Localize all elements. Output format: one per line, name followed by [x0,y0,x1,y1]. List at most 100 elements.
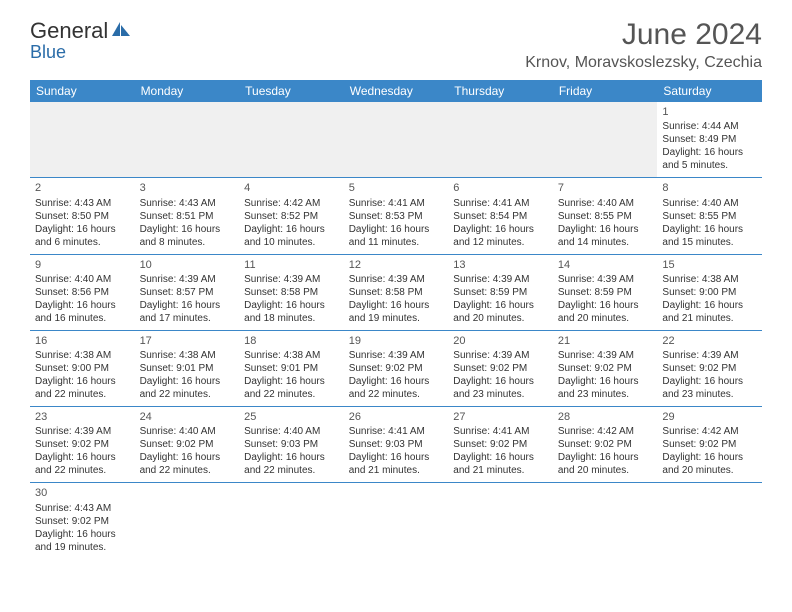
day-info-line: and 14 minutes. [558,236,653,249]
day-info-line: and 19 minutes. [35,541,130,554]
day-cell: 4Sunrise: 4:42 AMSunset: 8:52 PMDaylight… [239,178,344,253]
day-cell: 28Sunrise: 4:42 AMSunset: 9:02 PMDayligh… [553,407,658,482]
week-row: 16Sunrise: 4:38 AMSunset: 9:00 PMDayligh… [30,331,762,407]
day-number: 23 [35,410,130,424]
day-info-line: and 22 minutes. [140,464,235,477]
day-info-line: Daylight: 16 hours [35,299,130,312]
logo: General [30,18,132,44]
day-info-line: Sunrise: 4:40 AM [35,273,130,286]
day-cell: 21Sunrise: 4:39 AMSunset: 9:02 PMDayligh… [553,331,658,406]
day-info-line: Sunrise: 4:38 AM [35,349,130,362]
day-number: 4 [244,181,339,195]
day-info-line: Daylight: 16 hours [35,451,130,464]
day-cell [30,102,135,177]
header: General June 2024 Krnov, Moravskoslezsky… [0,0,792,80]
day-info-line: Sunset: 9:01 PM [140,362,235,375]
day-info-line: and 19 minutes. [349,312,444,325]
day-info-line: Sunset: 8:58 PM [244,286,339,299]
day-cell: 11Sunrise: 4:39 AMSunset: 8:58 PMDayligh… [239,255,344,330]
day-info-line: Sunrise: 4:39 AM [453,273,548,286]
day-info-line: and 12 minutes. [453,236,548,249]
day-info-line: Daylight: 16 hours [558,299,653,312]
day-info-line: Sunrise: 4:41 AM [453,425,548,438]
day-number: 11 [244,258,339,272]
day-info-line: Sunset: 9:02 PM [453,362,548,375]
day-header: Saturday [657,80,762,102]
day-cell: 5Sunrise: 4:41 AMSunset: 8:53 PMDaylight… [344,178,449,253]
day-number: 9 [35,258,130,272]
day-info-line: Sunset: 9:02 PM [349,362,444,375]
day-cell [135,483,240,558]
day-info-line: Sunset: 9:02 PM [140,438,235,451]
day-number: 16 [35,334,130,348]
day-info-line: Sunset: 8:59 PM [453,286,548,299]
day-info-line: Sunset: 9:03 PM [244,438,339,451]
day-info-line: and 11 minutes. [349,236,444,249]
day-info-line: and 23 minutes. [558,388,653,401]
day-info-line: Sunset: 9:02 PM [558,362,653,375]
weeks-container: 1Sunrise: 4:44 AMSunset: 8:49 PMDaylight… [30,102,762,559]
day-cell: 18Sunrise: 4:38 AMSunset: 9:01 PMDayligh… [239,331,344,406]
day-info-line: Sunset: 9:02 PM [35,438,130,451]
day-info-line: and 20 minutes. [558,464,653,477]
day-header: Sunday [30,80,135,102]
sail-icon [110,18,132,44]
day-info-line: Daylight: 16 hours [140,375,235,388]
day-info-line: Sunrise: 4:38 AM [244,349,339,362]
day-info-line: Sunrise: 4:43 AM [140,197,235,210]
day-info-line: Daylight: 16 hours [349,375,444,388]
day-cell: 14Sunrise: 4:39 AMSunset: 8:59 PMDayligh… [553,255,658,330]
day-number: 12 [349,258,444,272]
day-info-line: Daylight: 16 hours [35,528,130,541]
day-cell: 2Sunrise: 4:43 AMSunset: 8:50 PMDaylight… [30,178,135,253]
day-info-line: and 21 minutes. [662,312,757,325]
day-cell: 22Sunrise: 4:39 AMSunset: 9:02 PMDayligh… [657,331,762,406]
day-header: Thursday [448,80,553,102]
day-info-line: Sunset: 9:00 PM [662,286,757,299]
day-header: Monday [135,80,240,102]
day-info-line: and 8 minutes. [140,236,235,249]
day-info-line: and 22 minutes. [35,464,130,477]
day-info-line: Sunset: 9:02 PM [35,515,130,528]
month-title: June 2024 [525,18,762,52]
logo-text-2: Blue [30,42,66,62]
day-cell [553,102,658,177]
day-number: 10 [140,258,235,272]
day-info-line: Sunrise: 4:40 AM [244,425,339,438]
day-info-line: Daylight: 16 hours [140,299,235,312]
day-info-line: Sunrise: 4:39 AM [35,425,130,438]
day-info-line: Sunset: 8:49 PM [662,133,757,146]
day-info-line: and 23 minutes. [453,388,548,401]
day-info-line: Daylight: 16 hours [558,375,653,388]
day-cell [657,483,762,558]
day-cell [344,483,449,558]
week-row: 30Sunrise: 4:43 AMSunset: 9:02 PMDayligh… [30,483,762,558]
day-header: Wednesday [344,80,449,102]
day-info-line: Sunrise: 4:38 AM [662,273,757,286]
day-info-line: Daylight: 16 hours [244,299,339,312]
logo-sub: Blue [30,42,66,63]
day-cell [553,483,658,558]
day-number: 27 [453,410,548,424]
day-info-line: Sunrise: 4:42 AM [558,425,653,438]
week-row: 1Sunrise: 4:44 AMSunset: 8:49 PMDaylight… [30,102,762,178]
day-number: 18 [244,334,339,348]
day-cell: 7Sunrise: 4:40 AMSunset: 8:55 PMDaylight… [553,178,658,253]
day-number: 24 [140,410,235,424]
day-info-line: Sunset: 8:59 PM [558,286,653,299]
day-info-line: Daylight: 16 hours [662,375,757,388]
day-info-line: and 18 minutes. [244,312,339,325]
day-cell [448,483,553,558]
day-info-line: Sunrise: 4:39 AM [558,349,653,362]
day-info-line: Sunrise: 4:39 AM [140,273,235,286]
day-info-line: Daylight: 16 hours [244,375,339,388]
day-info-line: Sunrise: 4:41 AM [349,197,444,210]
day-cell [239,483,344,558]
day-info-line: Sunset: 9:02 PM [558,438,653,451]
day-info-line: Sunset: 9:02 PM [662,362,757,375]
day-number: 29 [662,410,757,424]
day-info-line: Sunrise: 4:39 AM [244,273,339,286]
day-info-line: Daylight: 16 hours [453,223,548,236]
day-info-line: and 20 minutes. [558,312,653,325]
day-info-line: and 22 minutes. [349,388,444,401]
